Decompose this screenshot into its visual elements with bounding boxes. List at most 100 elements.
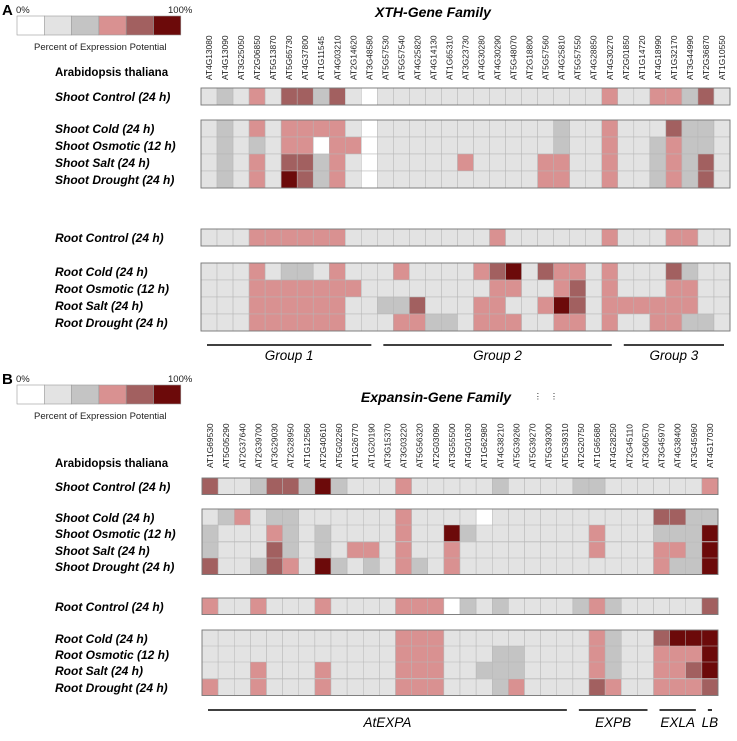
heatmap-cell: [524, 524, 541, 542]
gene-label: AT1G65680: [592, 423, 602, 468]
heatmap-cell: [569, 119, 586, 138]
legend-caption: Percent of Expression Potential: [34, 411, 167, 422]
heatmap-cell: [361, 119, 378, 138]
heatmap-cell: [201, 678, 219, 696]
gene-label: AT2G36870: [701, 35, 711, 80]
heatmap-cell: [621, 524, 638, 542]
heatmap-cell: [361, 170, 378, 189]
heatmap-cell: [250, 678, 267, 696]
heatmap-cell: [505, 136, 522, 155]
group-label: EXPB: [595, 715, 631, 730]
heatmap-cell: [250, 557, 267, 575]
heatmap-cell: [280, 313, 298, 332]
heatmap-cell: [248, 170, 266, 189]
heatmap-cell: [637, 645, 654, 663]
heatmap-cell: [489, 170, 506, 189]
heatmap-cell: [232, 313, 250, 332]
gene-label: AT4G37800: [300, 35, 310, 80]
heatmap-cell: [298, 541, 316, 559]
heatmap-cell: [441, 296, 458, 315]
heatmap-cell: [296, 170, 314, 189]
heatmap-cell: [653, 597, 670, 615]
heatmap-cell: [697, 170, 715, 189]
heatmap-cell: [363, 629, 380, 647]
gene-label: AT2G14620: [348, 35, 358, 80]
heatmap-cell: [457, 153, 474, 172]
heatmap-cell: [411, 678, 428, 696]
heatmap-cell: [553, 262, 570, 281]
legend-swatch-3: [98, 384, 127, 405]
heatmap-cell: [312, 279, 330, 298]
heatmap-cell: [459, 629, 477, 647]
heatmap-cell: [540, 629, 557, 647]
heatmap-cell: [681, 296, 699, 315]
heatmap-cell: [713, 313, 731, 332]
heatmap-cell: [556, 597, 574, 615]
gene-label: AT1G65310: [444, 35, 454, 80]
heatmap-cell: [441, 313, 458, 332]
row-label: Shoot Control (24 h): [55, 480, 170, 494]
row-label: Shoot Salt (24 h): [55, 544, 150, 558]
heatmap-cell: [346, 661, 364, 679]
heatmap-cell: [508, 629, 525, 647]
heatmap-cell: [540, 541, 557, 559]
heatmap-cell: [633, 136, 651, 155]
heatmap-cell: [585, 313, 603, 332]
heatmap-cell: [248, 153, 266, 172]
legend-swatch-1: [43, 15, 72, 36]
heatmap-cell: [441, 87, 458, 106]
heatmap-cell: [345, 262, 362, 281]
heatmap-cell: [377, 279, 394, 298]
legend-swatch-0: [16, 384, 45, 405]
heatmap-cell: [508, 524, 525, 542]
heatmap-cell: [282, 508, 299, 526]
heatmap-cell: [377, 262, 394, 281]
heatmap-cell: [201, 557, 219, 575]
heatmap-cell: [524, 508, 541, 526]
heatmap-cell: [298, 661, 316, 679]
heatmap-cell: [617, 153, 635, 172]
heatmap-block-outline: [200, 228, 731, 247]
heatmap-cell: [649, 136, 667, 155]
heatmap-cell: [443, 541, 461, 559]
heatmap-cell: [649, 262, 667, 281]
heatmap-cell: [345, 296, 362, 315]
heatmap-cell: [665, 170, 683, 189]
heatmap-cell: [427, 661, 445, 679]
heatmap-cell: [633, 228, 651, 247]
heatmap-cell: [425, 262, 442, 281]
heatmap-cell: [588, 597, 606, 615]
legend-min-label: 0%: [16, 374, 30, 385]
heatmap-cell: [457, 313, 474, 332]
panel-letter-b: B: [2, 371, 13, 388]
heatmap-cell: [669, 557, 686, 575]
gene-ellipsis: ⋮: [550, 391, 558, 401]
legend-swatch-4: [125, 384, 154, 405]
heatmap-cell: [296, 279, 314, 298]
heatmap-cell: [264, 279, 282, 298]
heatmap-cell: [266, 557, 283, 575]
heatmap-cell: [473, 87, 490, 106]
heatmap-cell: [266, 629, 283, 647]
heatmap-cell: [601, 279, 619, 298]
heatmap-cell: [621, 629, 638, 647]
heatmap-cell: [330, 661, 348, 679]
heatmap-cell: [701, 645, 719, 663]
heatmap-cell: [524, 477, 541, 495]
heatmap-cell: [508, 557, 525, 575]
heatmap-cell: [669, 541, 686, 559]
heatmap-cell: [556, 678, 574, 696]
heatmap-cell: [556, 661, 574, 679]
heatmap-cell: [409, 262, 426, 281]
heatmap-row: [200, 262, 731, 281]
heatmap-cell: [314, 645, 332, 663]
heatmap-cell: [280, 296, 298, 315]
heatmap-cell: [377, 136, 394, 155]
heatmap-cell: [621, 597, 638, 615]
heatmap-cell: [649, 296, 667, 315]
heatmap-cell: [409, 87, 426, 106]
heatmap-cell: [427, 645, 445, 663]
heatmap-cell: [282, 645, 299, 663]
heatmap-cell: [633, 262, 651, 281]
heatmap-cell: [588, 629, 606, 647]
